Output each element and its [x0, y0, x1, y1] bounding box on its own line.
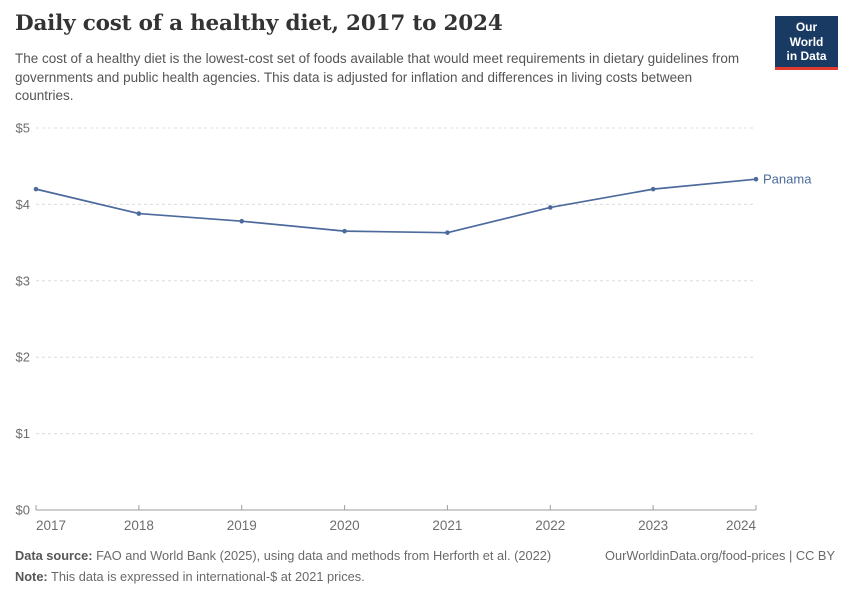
- data-line-panama[interactable]: [35, 178, 757, 234]
- y-tick-label: $3: [16, 273, 30, 288]
- data-point[interactable]: [33, 186, 39, 192]
- footer-attribution[interactable]: OurWorldinData.org/food-prices | CC BY: [605, 548, 835, 563]
- note-text: This data is expressed in international-…: [47, 569, 365, 584]
- page-title: Daily cost of a healthy diet, 2017 to 20…: [15, 11, 503, 36]
- data-point[interactable]: [239, 218, 245, 224]
- y-tick-label: $4: [16, 197, 30, 212]
- x-tick-label: 2019: [227, 518, 257, 533]
- data-source-text: FAO and World Bank (2025), using data an…: [92, 548, 552, 563]
- x-tick-label: 2022: [535, 518, 565, 533]
- data-point[interactable]: [445, 230, 450, 235]
- data-point[interactable]: [342, 228, 347, 234]
- y-tick-label: $0: [16, 503, 30, 518]
- x-tick-label: 2020: [330, 518, 360, 533]
- y-tick-label: $1: [16, 426, 30, 441]
- owid-logo[interactable]: Our World in Data: [775, 16, 838, 70]
- y-tick-label: $5: [16, 121, 30, 136]
- data-point[interactable]: [136, 211, 142, 216]
- owid-logo-line1: Our World: [789, 20, 824, 49]
- data-point[interactable]: [753, 176, 759, 182]
- x-tick-label: 2018: [124, 518, 154, 533]
- owid-logo-line2: in Data: [786, 49, 827, 63]
- footer-note: Note: This data is expressed in internat…: [15, 569, 365, 584]
- y-tick-label: $2: [16, 350, 30, 365]
- series-label-panama[interactable]: Panama: [763, 172, 812, 187]
- data-point[interactable]: [650, 186, 656, 192]
- note-label: Note:: [15, 569, 48, 584]
- data-source-label: Data source:: [15, 548, 93, 563]
- chart-subtitle: The cost of a healthy diet is the lowest…: [15, 51, 740, 103]
- x-tick-label: 2023: [638, 518, 668, 533]
- x-tick-label: 2017: [36, 518, 66, 533]
- x-tick-label: 2021: [432, 518, 462, 533]
- footer-data-source: Data source: FAO and World Bank (2025), …: [15, 548, 551, 563]
- x-tick-label: 2024: [726, 518, 757, 533]
- owid-logo-box: Our World in Data: [775, 16, 838, 70]
- data-point[interactable]: [547, 205, 553, 210]
